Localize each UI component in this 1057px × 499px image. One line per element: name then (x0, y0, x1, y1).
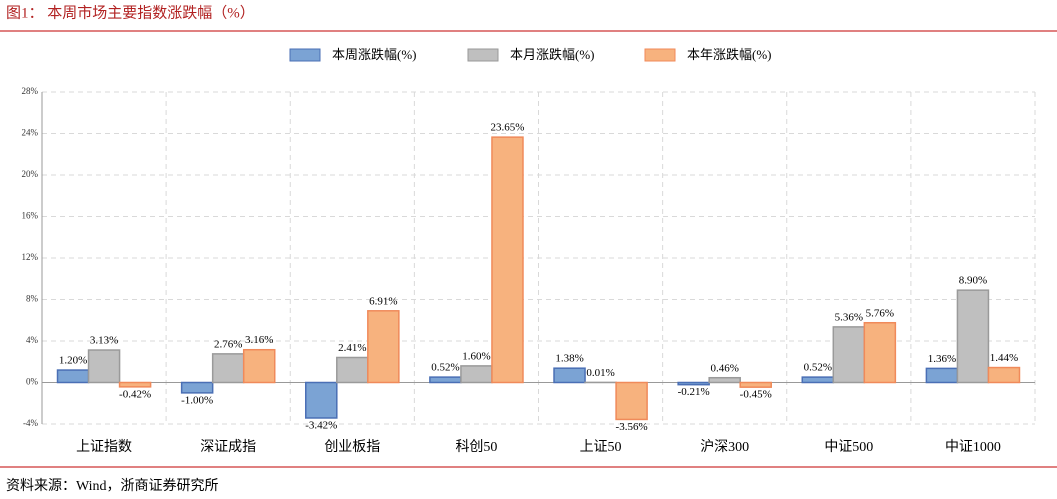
x-tick-label: 沪深300 (700, 439, 749, 455)
value-label: 5.36% (835, 311, 863, 323)
y-tick-label: 16% (22, 211, 39, 221)
bar (211, 353, 245, 384)
value-label: 5.76% (866, 307, 894, 319)
source-note: 资料来源：Wind，浙商证券研究所 (6, 478, 219, 494)
value-label: 0.52% (431, 362, 459, 374)
value-label: 0.46% (710, 362, 738, 374)
value-label: 8.90% (959, 275, 987, 287)
y-tick-label: 8% (26, 294, 39, 304)
bar (491, 136, 524, 384)
y-tick-label: 0% (26, 377, 39, 387)
x-tick-label: 科创50 (455, 439, 497, 455)
y-tick-label: 12% (22, 252, 39, 262)
value-label: -3.56% (616, 421, 648, 433)
y-tick-label: 24% (22, 128, 39, 138)
bar (708, 376, 741, 384)
value-label: -1.00% (181, 394, 213, 406)
bar (987, 366, 1021, 384)
x-tick-label: 上证50 (580, 439, 622, 455)
x-tick-label: 深证成指 (200, 439, 256, 455)
bar (615, 381, 648, 421)
legend-label: 本周涨跌幅(%) (332, 47, 417, 62)
bar (367, 310, 400, 384)
value-label: 1.60% (462, 350, 490, 362)
value-label: 3.16% (245, 334, 273, 346)
y-tick-label: -4% (23, 418, 38, 428)
value-label: 1.44% (990, 352, 1018, 364)
bar (56, 369, 90, 384)
bar (925, 367, 959, 384)
bar (118, 381, 152, 388)
value-label: 2.41% (338, 342, 366, 354)
bar (801, 376, 835, 384)
y-tick-label: 4% (26, 335, 39, 345)
bar (336, 356, 369, 384)
bar (739, 381, 772, 388)
legend-swatch (467, 48, 499, 62)
value-label: 3.13% (90, 335, 118, 347)
figure-title: 图1： 本周市场主要指数涨跌幅（%） (6, 4, 255, 21)
bar (553, 367, 586, 384)
value-label: 6.91% (369, 295, 397, 307)
value-label: 1.38% (555, 353, 583, 365)
bar (832, 326, 866, 384)
x-tick-label: 中证500 (824, 439, 873, 455)
value-label: -3.42% (305, 420, 337, 432)
legend-label: 本月涨跌幅(%) (510, 47, 595, 62)
value-label: -0.45% (740, 389, 772, 401)
x-tick-label: 中证1000 (945, 439, 1001, 455)
bar (87, 349, 121, 384)
bar (180, 381, 214, 394)
legend-swatch (289, 48, 321, 62)
legend-swatch (644, 48, 676, 62)
bar (677, 381, 710, 386)
y-tick-label: 20% (22, 169, 39, 179)
bar (429, 376, 462, 384)
value-label: 0.01% (586, 367, 614, 379)
bar (460, 365, 493, 384)
bar (305, 381, 338, 419)
value-label: 0.52% (804, 362, 832, 374)
y-tick-label: 28% (22, 86, 39, 96)
bar (956, 289, 990, 384)
bar (863, 321, 897, 384)
x-tick-label: 创业板指 (324, 439, 380, 455)
x-tick-label: 上证指数 (76, 439, 132, 455)
value-label: 1.20% (59, 355, 87, 367)
value-label: 23.65% (491, 122, 525, 134)
value-label: 2.76% (214, 338, 242, 350)
legend-label: 本年涨跌幅(%) (687, 47, 772, 62)
value-label: 1.36% (928, 353, 956, 365)
value-label: -0.42% (119, 388, 151, 400)
value-label: -0.21% (678, 386, 710, 398)
bar (242, 348, 276, 384)
